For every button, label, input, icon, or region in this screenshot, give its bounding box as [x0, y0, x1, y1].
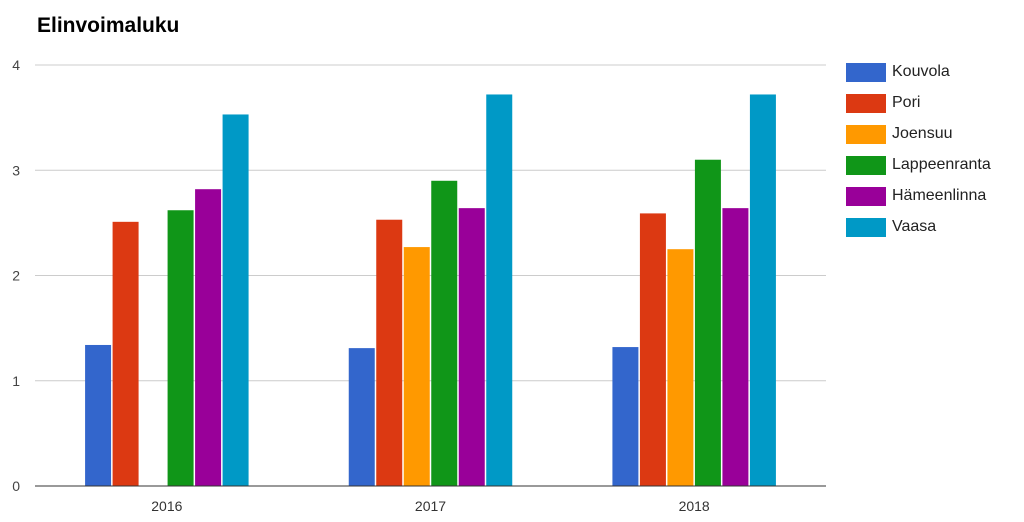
legend-swatch — [846, 187, 886, 206]
bar-joensuu-2017 — [403, 247, 430, 486]
legend-item: Joensuu — [846, 124, 1022, 144]
legend-item: Lappeenranta — [846, 155, 1022, 175]
bar-lappeenranta-2016 — [167, 210, 194, 486]
y-tick-label: 2 — [12, 268, 20, 284]
bar-pori-2017 — [376, 219, 403, 486]
x-tick-label: 2016 — [151, 498, 182, 514]
bar-joensuu-2018 — [667, 249, 694, 486]
bar-vaasa-2017 — [486, 94, 513, 486]
bar-lappeenranta-2018 — [694, 159, 721, 486]
legend-label: Kouvola — [892, 63, 950, 80]
y-tick-label: 1 — [12, 373, 20, 389]
legend-swatch — [846, 63, 886, 82]
bar-lappeenranta-2017 — [431, 180, 458, 486]
x-tick-label: 2017 — [415, 498, 446, 514]
bar-pori-2018 — [639, 213, 666, 486]
bar-vaasa-2016 — [222, 114, 249, 486]
legend-label: Pori — [892, 94, 921, 111]
axes: 0 1 2 3 4 2016 2017 2018 — [12, 57, 826, 514]
legend-label: Vaasa — [892, 218, 937, 235]
y-tick-label: 3 — [12, 162, 20, 178]
legend-swatch — [846, 218, 886, 237]
bars — [85, 94, 776, 486]
legend-swatch — [846, 156, 886, 175]
legend: Kouvola Pori Joensuu Lappeenranta Hämeenlinn… — [846, 62, 1022, 248]
bar-h-meenlinna-2018 — [722, 208, 749, 486]
legend-item: Kouvola — [846, 62, 1022, 82]
bar-kouvola-2018 — [612, 347, 639, 486]
gridlines — [35, 64, 826, 382]
legend-label: Joensuu — [892, 125, 953, 142]
chart-title: Elinvoimaluku — [37, 14, 180, 37]
y-tick-label: 4 — [12, 57, 20, 73]
legend-label: Hämeenlinna — [892, 187, 987, 204]
legend-item: Vaasa — [846, 217, 1022, 237]
bar-kouvola-2016 — [85, 344, 112, 486]
bar-pori-2016 — [112, 221, 139, 486]
legend-swatch — [846, 94, 886, 113]
legend-swatch — [846, 125, 886, 144]
bar-kouvola-2017 — [348, 348, 375, 486]
bar-vaasa-2018 — [749, 94, 776, 486]
bar-h-meenlinna-2016 — [195, 189, 222, 486]
x-tick-label: 2018 — [679, 498, 710, 514]
legend-label: Lappeenranta — [892, 156, 991, 173]
bar-h-meenlinna-2017 — [458, 208, 485, 486]
y-tick-label: 0 — [12, 478, 20, 494]
legend-item: Pori — [846, 93, 1022, 113]
legend-item: Hämeenlinna — [846, 186, 1022, 206]
